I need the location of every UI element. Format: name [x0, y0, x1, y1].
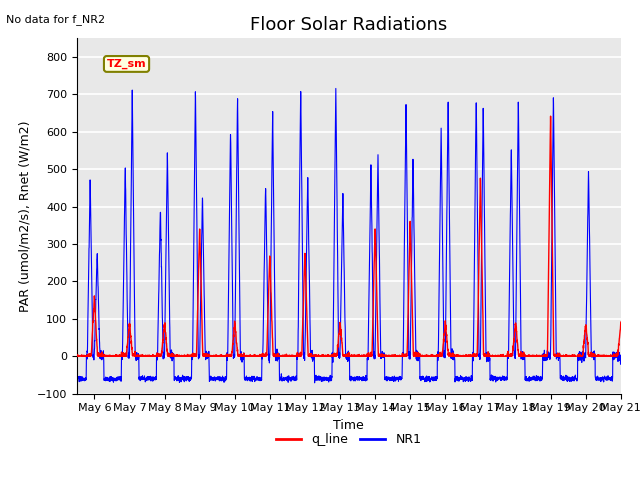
- X-axis label: Time: Time: [333, 419, 364, 432]
- Legend: q_line, NR1: q_line, NR1: [271, 428, 426, 451]
- Y-axis label: PAR (umol/m2/s), Rnet (W/m2): PAR (umol/m2/s), Rnet (W/m2): [18, 120, 31, 312]
- Text: TZ_sm: TZ_sm: [107, 59, 147, 69]
- Title: Floor Solar Radiations: Floor Solar Radiations: [250, 16, 447, 34]
- Text: No data for f_NR2: No data for f_NR2: [6, 14, 106, 25]
